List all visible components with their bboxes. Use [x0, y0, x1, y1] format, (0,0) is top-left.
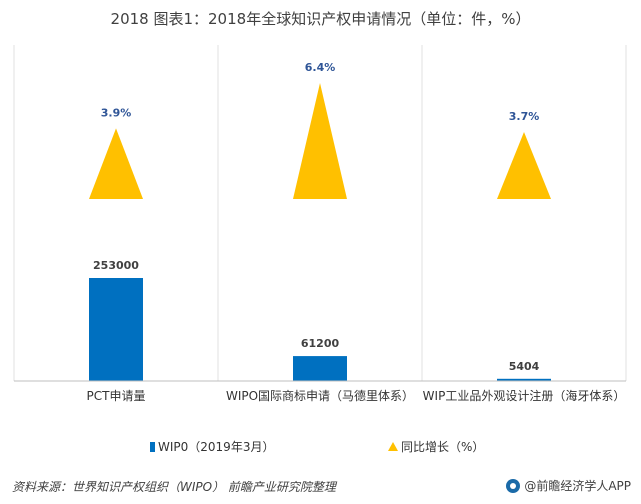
- triangle-data-label: 3.9%: [101, 106, 132, 119]
- triangle-series: 3.9% 6.4% 3.7%: [89, 61, 551, 199]
- category-separators: [13, 45, 627, 381]
- triangle-marker: [89, 128, 143, 199]
- legend-item-triangle: 同比增长（%）: [388, 438, 484, 455]
- legend-item-bar: WIP0（2019年3月）: [150, 438, 274, 455]
- bar: [497, 378, 551, 381]
- x-tick-label: WIP工业品外观设计注册（海牙体系）: [423, 388, 626, 403]
- triangle-marker: [293, 83, 347, 199]
- brand-logo-icon: [506, 478, 521, 493]
- brand-text: @前瞻经济学人APP: [524, 479, 631, 493]
- legend-bar-swatch: [150, 441, 155, 452]
- bar-data-label: 61200: [301, 337, 340, 350]
- bar-series: 253000 61200 5404: [89, 259, 551, 381]
- legend-triangle-swatch: [388, 442, 398, 451]
- bar: [89, 278, 143, 381]
- x-axis-ticks: PCT申请量 WIPO国际商标申请（马德里体系） WIP工业品外观设计注册（海牙体系…: [87, 388, 626, 403]
- brand-credit: @前瞻经济学人APP: [506, 477, 631, 494]
- legend-triangle-label: 同比增长（%）: [401, 440, 485, 454]
- triangle-data-label: 3.7%: [509, 110, 540, 123]
- bar: [293, 356, 347, 381]
- bar-data-label: 5404: [509, 360, 540, 373]
- bar-data-label: 253000: [93, 259, 139, 272]
- triangle-marker: [497, 131, 551, 199]
- source-note: 资料来源：世界知识产权组织（WIPO） 前瞻产业研究院整理: [12, 480, 336, 494]
- chart-title: 2018 图表1：2018年全球知识产权申请情况（单位：件，%）: [110, 10, 531, 28]
- triangle-data-label: 6.4%: [305, 61, 336, 74]
- x-tick-label: PCT申请量: [87, 389, 146, 403]
- x-tick-label: WIPO国际商标申请（马德里体系）: [226, 388, 414, 403]
- legend-bar-label: WIP0（2019年3月）: [158, 440, 275, 454]
